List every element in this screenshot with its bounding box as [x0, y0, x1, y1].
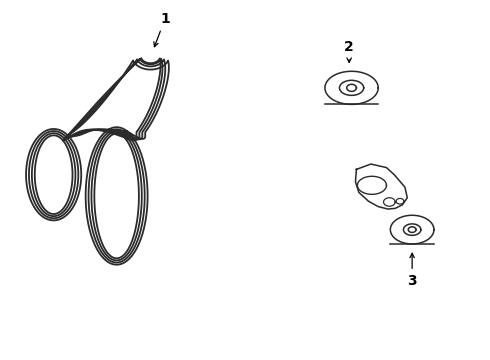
Text: 3: 3 [407, 253, 417, 288]
Text: 2: 2 [344, 40, 354, 62]
Text: 1: 1 [154, 12, 170, 47]
